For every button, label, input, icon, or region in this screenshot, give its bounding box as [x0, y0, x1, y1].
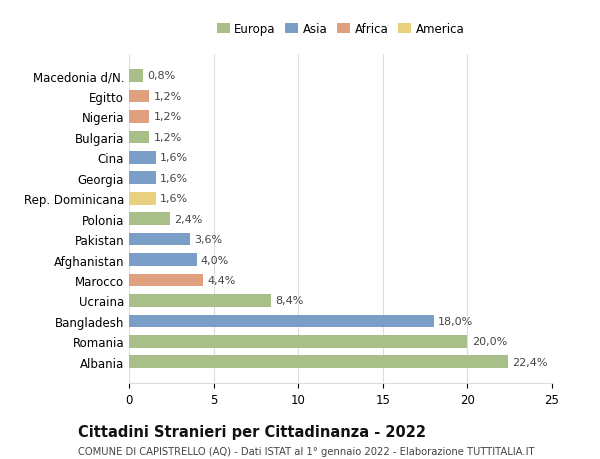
Bar [129, 315, 434, 328]
Text: 20,0%: 20,0% [472, 336, 507, 347]
Text: 8,4%: 8,4% [275, 296, 304, 306]
Bar [129, 192, 156, 205]
Text: 4,0%: 4,0% [201, 255, 229, 265]
Text: 1,6%: 1,6% [160, 153, 188, 163]
Text: 22,4%: 22,4% [512, 357, 548, 367]
Text: 3,6%: 3,6% [194, 235, 222, 245]
Legend: Europa, Asia, Africa, America: Europa, Asia, Africa, America [212, 18, 469, 41]
Text: Cittadini Stranieri per Cittadinanza - 2022: Cittadini Stranieri per Cittadinanza - 2… [78, 425, 426, 440]
Text: 2,4%: 2,4% [174, 214, 202, 224]
Text: 18,0%: 18,0% [438, 316, 473, 326]
Bar [129, 295, 271, 307]
Bar [129, 356, 508, 368]
Bar [129, 151, 156, 164]
Text: 1,2%: 1,2% [154, 133, 182, 143]
Bar [129, 254, 197, 266]
Text: 1,6%: 1,6% [160, 194, 188, 204]
Bar [129, 335, 467, 348]
Bar [129, 111, 149, 123]
Bar [129, 274, 203, 287]
Text: 1,2%: 1,2% [154, 112, 182, 122]
Bar [129, 70, 143, 83]
Bar [129, 213, 170, 225]
Bar [129, 131, 149, 144]
Bar [129, 90, 149, 103]
Text: 1,2%: 1,2% [154, 92, 182, 102]
Text: 0,8%: 0,8% [147, 71, 175, 81]
Bar [129, 233, 190, 246]
Text: 1,6%: 1,6% [160, 174, 188, 183]
Text: COMUNE DI CAPISTRELLO (AQ) - Dati ISTAT al 1° gennaio 2022 - Elaborazione TUTTIT: COMUNE DI CAPISTRELLO (AQ) - Dati ISTAT … [78, 446, 535, 456]
Text: 4,4%: 4,4% [208, 275, 236, 285]
Bar [129, 172, 156, 185]
